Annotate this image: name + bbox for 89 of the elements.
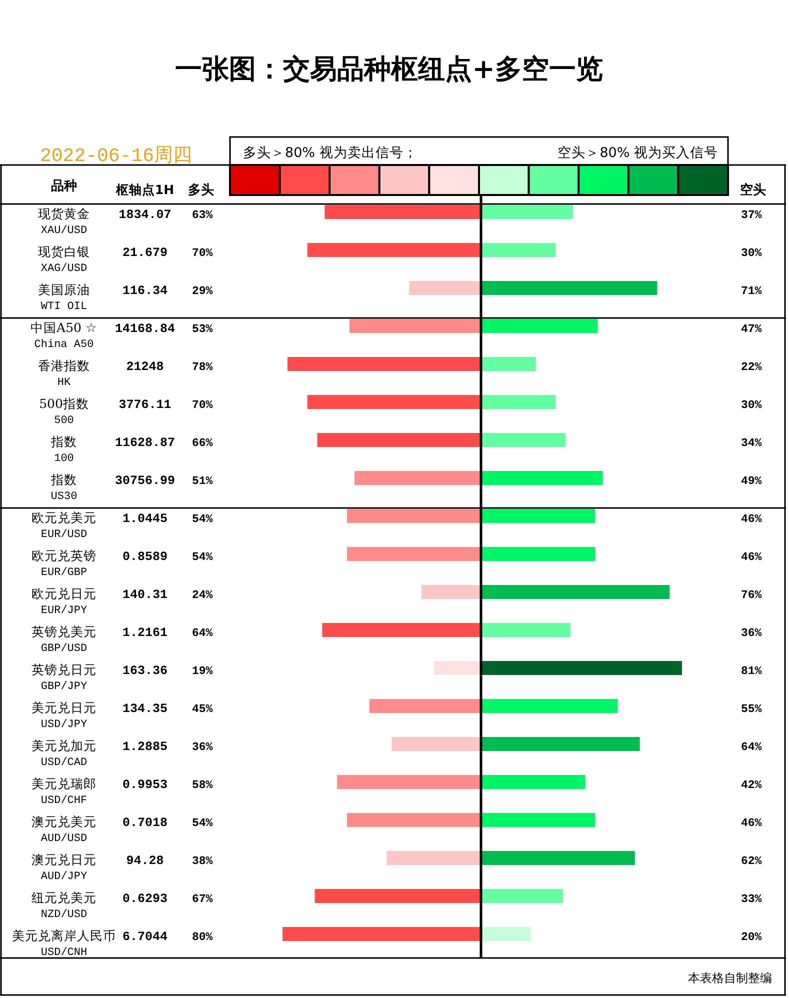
y2-tick-label: 30756.99 <box>114 474 176 488</box>
y2-tick-label: 1.2885 <box>122 740 168 754</box>
data-label: 62% <box>741 855 762 868</box>
data-label: 36% <box>192 741 213 754</box>
data-label: 78% <box>192 361 213 374</box>
text: 本表格自制整编 <box>688 971 772 985</box>
y2-tick-label: 11628.87 <box>114 436 176 450</box>
data-label: 54% <box>192 513 213 526</box>
data-label: 46% <box>741 513 762 526</box>
y-tick-label: 中国A50 ☆ China A50 <box>30 320 98 351</box>
data-label: 58% <box>192 779 213 792</box>
y-tick-label: 纽元兑美元 NZD/USD <box>32 890 96 921</box>
y-tick-label: 英镑兑日元 GBP/JPY <box>32 662 96 693</box>
data-label: 37% <box>741 209 762 222</box>
data-label: 64% <box>741 741 762 754</box>
y2-axis-title: 枢轴点1H <box>114 182 174 197</box>
y-tick-label: 英镑兑美元 GBP/USD <box>32 624 96 655</box>
data-label: 46% <box>741 551 762 564</box>
data-label: 34% <box>741 437 762 450</box>
data-label: 30% <box>741 247 762 260</box>
y-tick-label: 美元兑加元 USD/CAD <box>32 738 96 769</box>
y-tick-label: 欧元兑美元 EUR/USD <box>32 510 96 541</box>
data-label: 54% <box>192 551 213 564</box>
y2-tick-label: 116.34 <box>122 284 168 298</box>
y2-tick-label: 21248 <box>126 360 164 374</box>
y-tick-label: 现货黄金 XAU/USD <box>38 206 90 237</box>
y2-tick-label: 1834.07 <box>118 208 172 222</box>
y2-tick-label: 3776.11 <box>118 398 172 412</box>
data-label: 55% <box>741 703 762 716</box>
y2-tick-label: 1.0445 <box>122 512 168 526</box>
data-label: 46% <box>741 817 762 830</box>
y-tick-label: 指数 US30 <box>50 472 78 503</box>
y-tick-label: 澳元兑日元 AUD/JPY <box>32 852 96 883</box>
data-label: 66% <box>192 437 213 450</box>
y2-tick-label: 0.6293 <box>122 892 168 906</box>
y-axis-title: 品种 <box>51 179 77 194</box>
y-tick-label: 美元兑瑞郎 USD/CHF <box>32 776 96 807</box>
data-label: 63% <box>192 209 213 222</box>
data-label: 29% <box>192 285 213 298</box>
y-tick-label: 美国原油 WTI OIL <box>38 282 90 313</box>
data-label: 36% <box>741 627 762 640</box>
data-label: 64% <box>192 627 213 640</box>
text: 多头＞80% 视为卖出信号； <box>243 145 418 161</box>
y2-tick-label: 163.36 <box>122 664 168 678</box>
data-label: 49% <box>741 475 762 488</box>
chart-title: 一张图：交易品种枢纽点+多空一览 <box>175 54 603 85</box>
data-label: 38% <box>192 855 213 868</box>
y-tick-label: 500指数 500 <box>39 396 89 427</box>
y-tick-label: 欧元兑英镑 EUR/GBP <box>32 548 96 579</box>
y2-tick-label: 21.679 <box>122 246 168 260</box>
text: 2022-06-16周四 <box>40 145 192 167</box>
data-label: 22% <box>741 361 762 374</box>
y2-tick-label: 0.9953 <box>122 778 168 792</box>
data-label: 81% <box>741 665 762 678</box>
y2-tick-label: 1.2161 <box>122 626 168 640</box>
data-label: 33% <box>741 893 762 906</box>
data-label: 45% <box>192 703 213 716</box>
data-label: 70% <box>192 399 213 412</box>
data-label: 47% <box>741 323 762 336</box>
data-label: 67% <box>192 893 213 906</box>
y2-tick-label: 0.7018 <box>122 816 168 830</box>
y2-tick-label: 140.31 <box>122 588 168 602</box>
y-tick-label: 指数 100 <box>50 434 77 465</box>
y-tick-label: 澳元兑美元 AUD/USD <box>32 814 96 845</box>
data-label: 19% <box>192 665 213 678</box>
y-tick-label: 现货白银 XAG/USD <box>38 244 90 275</box>
data-label: 51% <box>192 475 213 488</box>
data-label: 42% <box>741 779 762 792</box>
data-label: 54% <box>192 817 213 830</box>
y2-tick-label: 94.28 <box>126 854 164 868</box>
y2-tick-label: 0.8589 <box>122 550 168 564</box>
y-tick-label: 欧元兑日元 EUR/JPY <box>32 586 96 617</box>
data-label: 53% <box>192 323 213 336</box>
data-label: 80% <box>192 931 213 944</box>
data-label: 30% <box>741 399 762 412</box>
data-label: 70% <box>192 247 213 260</box>
data-label: 20% <box>741 931 762 944</box>
data-label: 76% <box>741 589 762 602</box>
y2-tick-label: 134.35 <box>122 702 168 716</box>
text: 空头 <box>740 182 766 198</box>
y-tick-label: 美元兑日元 USD/JPY <box>32 700 96 731</box>
text: 空头＞80% 视为买入信号 <box>558 145 718 161</box>
y2-tick-label: 6.7044 <box>122 930 168 944</box>
y-tick-label: 美元兑离岸人民币 USD/CNH <box>12 928 116 959</box>
data-label: 24% <box>192 589 213 602</box>
data-label: 71% <box>741 285 762 298</box>
y-tick-label: 香港指数 HK <box>38 358 90 389</box>
y2-tick-label: 14168.84 <box>114 322 176 336</box>
text: 多头 <box>188 183 214 198</box>
